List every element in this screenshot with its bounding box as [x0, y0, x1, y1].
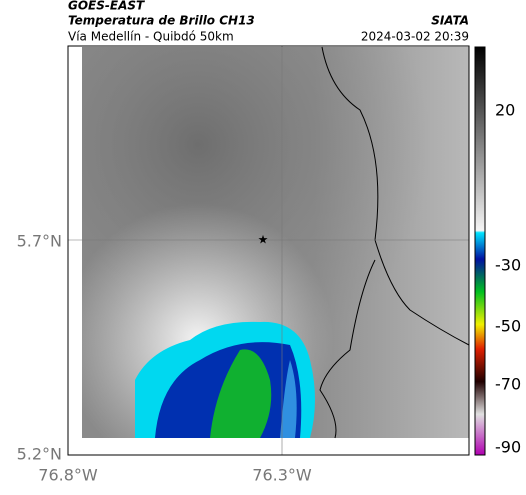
- datetime: 2024-03-02 20:39: [361, 30, 469, 44]
- axis-labels: 5.7°N 5.2°N 76.8°W 76.3°W: [17, 232, 312, 485]
- colorbar-ticks: 20 -30 -50 -70 -90: [495, 101, 521, 457]
- subtitle: Temperatura de Brillo CH13: [68, 14, 255, 28]
- colorbar-tick: -90: [495, 438, 521, 457]
- source: SIATA: [431, 14, 469, 28]
- lat-label: 5.7°N: [17, 232, 62, 251]
- colorbar-tick: -30: [495, 256, 521, 275]
- colorbar-tick: -50: [495, 317, 521, 336]
- lat-label: 5.2°N: [17, 445, 62, 464]
- location: Vía Medellín - Quibdó 50km: [68, 30, 234, 44]
- lon-label: 76.3°W: [252, 466, 312, 485]
- map-image: ★: [68, 46, 470, 455]
- svg-text:★: ★: [258, 233, 269, 247]
- colorbar-tick: -70: [495, 375, 521, 394]
- colorbar: [474, 46, 486, 456]
- header: GOES-EAST Temperatura de Brillo CH13 Vía…: [68, 0, 469, 44]
- map-frame: [67, 45, 470, 456]
- lon-label: 76.8°W: [38, 466, 98, 485]
- title: GOES-EAST: [68, 0, 145, 13]
- colorbar-tick: 20: [495, 101, 515, 120]
